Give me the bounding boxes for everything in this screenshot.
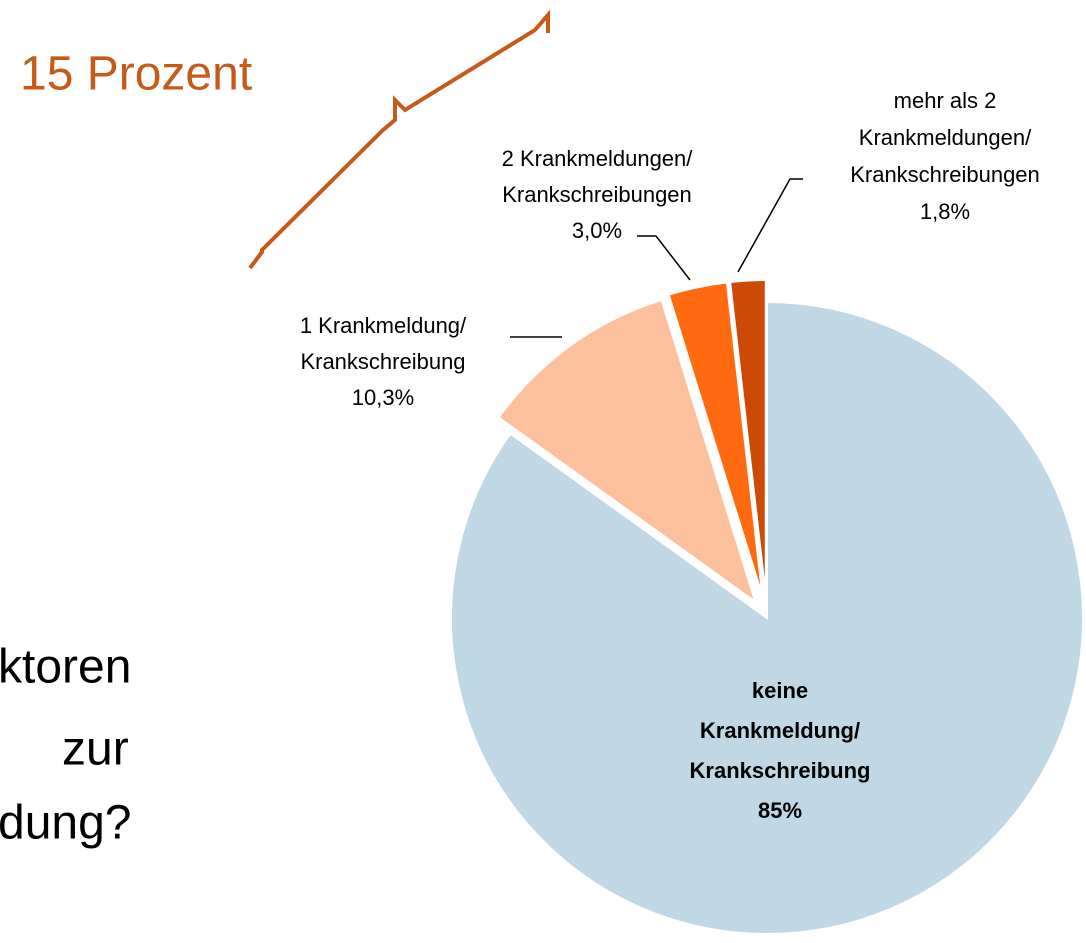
annotation: 15 Prozent xyxy=(20,48,252,101)
value-label: 3,0% xyxy=(572,218,622,243)
value-label: 10,3% xyxy=(352,385,414,410)
slice-label: Krankschreibung xyxy=(300,349,465,374)
pie-slice xyxy=(450,300,1084,935)
slice-label: 2 Krankmeldungen/ xyxy=(502,146,694,171)
leader-line xyxy=(637,235,691,281)
slice-label: Krankmeldung/ xyxy=(700,718,860,743)
annotation: ktoren xyxy=(0,641,131,694)
value-label: 85% xyxy=(758,798,802,823)
slice-label: Krankschreibungen xyxy=(502,182,692,207)
slice-label: 1 Krankmeldung/ xyxy=(300,313,467,338)
slice-label: keine xyxy=(752,678,808,703)
slice-label: Krankschreibung xyxy=(690,758,871,783)
annotation: zur xyxy=(62,723,129,776)
slice-label: mehr als 2 xyxy=(894,88,997,113)
value-label: 1,8% xyxy=(920,199,970,224)
pie-slice xyxy=(497,298,758,605)
brace xyxy=(248,9,550,270)
pie-slice xyxy=(729,279,767,597)
slice-label: Krankmeldungen/ xyxy=(859,125,1032,150)
pie-slice xyxy=(667,281,764,597)
leader-line xyxy=(737,178,803,273)
annotation: dung? xyxy=(0,797,131,850)
slice-label: Krankschreibungen xyxy=(850,162,1040,187)
